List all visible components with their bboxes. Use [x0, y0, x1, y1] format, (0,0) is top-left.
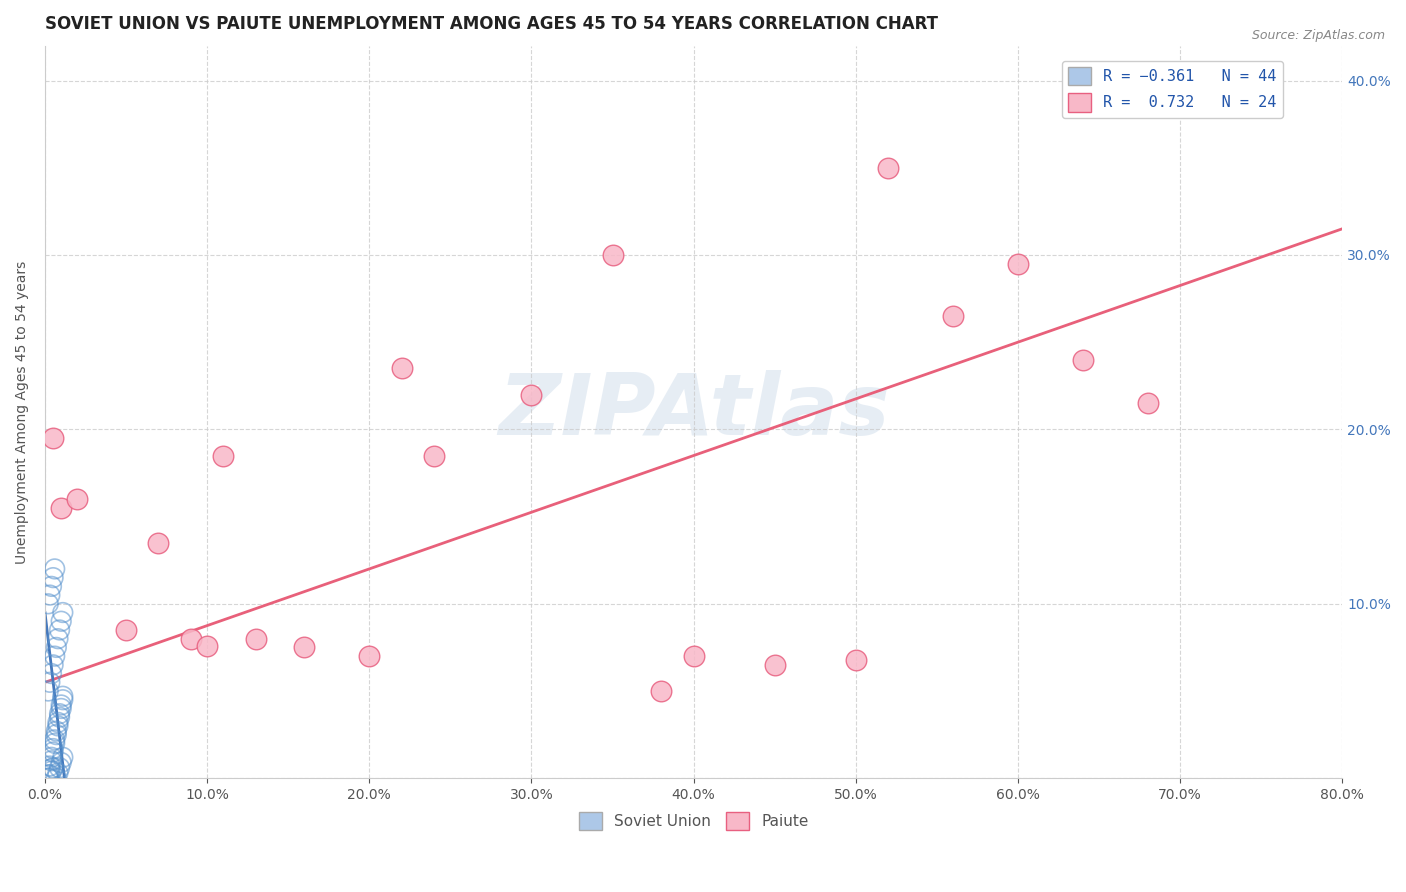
Point: [37, 597, 59, 611]
Point: [46, 715, 69, 730]
Point: [51, 698, 73, 712]
Point: [66, 492, 89, 507]
Point: [359, 649, 381, 664]
Point: [245, 632, 267, 646]
Point: [148, 535, 170, 549]
Point: [44, 736, 66, 750]
Point: [845, 652, 868, 666]
Point: [52, 690, 75, 704]
Y-axis label: Unemployment Among Ages 45 to 54 years: Unemployment Among Ages 45 to 54 years: [15, 260, 30, 564]
Point: [45, 771, 67, 785]
Point: [44, 562, 66, 576]
Point: [37, 768, 59, 782]
Point: [46, 766, 69, 780]
Point: [42, 761, 65, 775]
Point: [41, 754, 63, 768]
Point: [48, 710, 70, 724]
Point: [52, 750, 75, 764]
Point: [46, 632, 69, 646]
Point: [44, 649, 66, 664]
Point: [37, 771, 59, 785]
Point: [650, 684, 672, 698]
Point: [180, 632, 202, 646]
Point: [1136, 396, 1159, 410]
Point: [51, 500, 73, 515]
Point: [1071, 352, 1094, 367]
Point: [877, 161, 900, 175]
Point: [45, 728, 67, 742]
Point: [41, 764, 63, 779]
Point: [42, 431, 65, 445]
Text: ZIPAtlas: ZIPAtlas: [498, 370, 890, 453]
Point: [45, 640, 67, 655]
Point: [195, 639, 218, 653]
Legend: Soviet Union, Paiute: Soviet Union, Paiute: [572, 805, 814, 837]
Point: [48, 761, 70, 775]
Point: [391, 361, 413, 376]
Point: [38, 768, 60, 782]
Point: [41, 750, 63, 764]
Point: [38, 675, 60, 690]
Point: [38, 588, 60, 602]
Point: [52, 606, 75, 620]
Point: [51, 756, 73, 770]
Point: [42, 745, 65, 759]
Point: [44, 732, 66, 747]
Point: [42, 571, 65, 585]
Text: SOVIET UNION VS PAIUTE UNEMPLOYMENT AMONG AGES 45 TO 54 YEARS CORRELATION CHART: SOVIET UNION VS PAIUTE UNEMPLOYMENT AMON…: [45, 15, 938, 33]
Point: [42, 741, 65, 756]
Point: [294, 640, 316, 655]
Point: [41, 579, 63, 593]
Point: [46, 719, 69, 733]
Text: Source: ZipAtlas.com: Source: ZipAtlas.com: [1251, 29, 1385, 42]
Point: [602, 248, 624, 262]
Point: [520, 387, 543, 401]
Point: [45, 724, 67, 739]
Point: [212, 449, 235, 463]
Point: [41, 666, 63, 681]
Point: [42, 657, 65, 672]
Point: [51, 701, 73, 715]
Point: [51, 614, 73, 628]
Point: [38, 759, 60, 773]
Point: [682, 649, 704, 664]
Point: [942, 309, 965, 323]
Point: [115, 623, 138, 637]
Point: [423, 449, 446, 463]
Point: [763, 657, 786, 672]
Point: [38, 763, 60, 777]
Point: [37, 684, 59, 698]
Point: [1007, 257, 1029, 271]
Point: [37, 771, 59, 785]
Point: [48, 706, 70, 721]
Point: [52, 692, 75, 706]
Point: [48, 623, 70, 637]
